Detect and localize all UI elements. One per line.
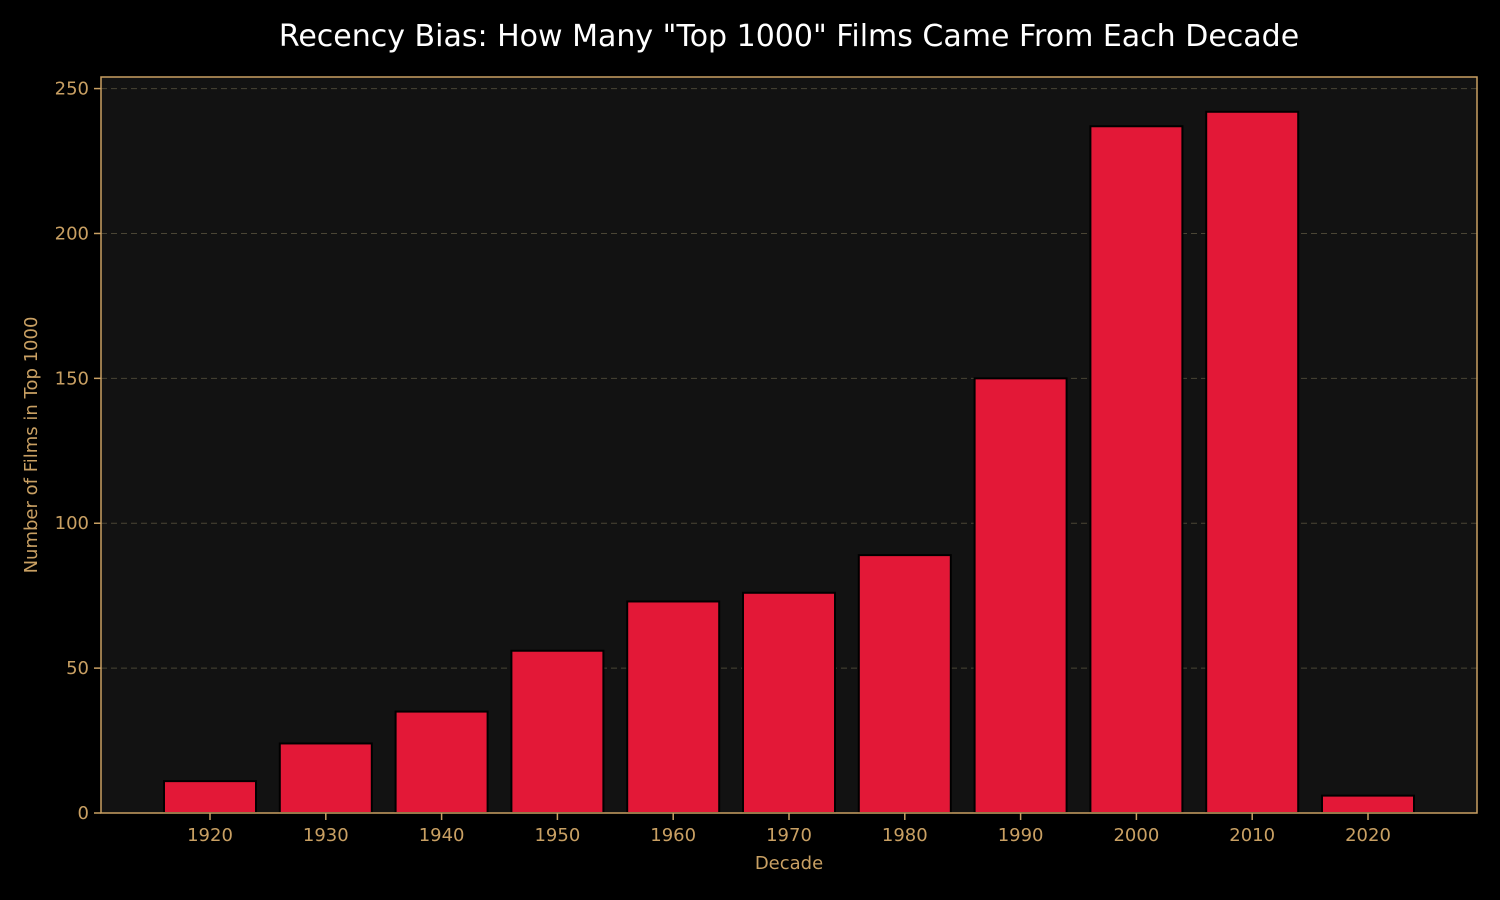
bar-1970 bbox=[742, 591, 836, 815]
bar-1930 bbox=[278, 742, 373, 814]
x-tick-label: 1980 bbox=[882, 825, 928, 846]
y-tick-label: 50 bbox=[66, 658, 89, 679]
y-tick-label: 250 bbox=[55, 79, 89, 100]
bar-1920 bbox=[163, 780, 257, 814]
x-tick-label: 2020 bbox=[1345, 825, 1391, 846]
bar-1990 bbox=[973, 377, 1068, 814]
bar-2020 bbox=[1321, 794, 1415, 815]
bar-2000 bbox=[1089, 125, 1184, 815]
x-tick-label: 1920 bbox=[187, 825, 233, 846]
bar-1960 bbox=[626, 600, 721, 814]
x-tick-label: 1990 bbox=[998, 825, 1044, 846]
bar-1940 bbox=[394, 710, 489, 815]
x-tick-label: 1960 bbox=[650, 825, 696, 846]
x-tick-label: 1950 bbox=[534, 825, 580, 846]
x-tick-label: 2010 bbox=[1229, 825, 1275, 846]
bar-2010 bbox=[1205, 110, 1300, 814]
bars bbox=[163, 110, 1415, 815]
x-axis-label: Decade bbox=[755, 853, 823, 874]
x-tick-label: 1940 bbox=[419, 825, 465, 846]
y-axis-ticks: 0 50 100 150 200 250 bbox=[55, 79, 101, 824]
y-axis-label: Number of Films in Top 1000 bbox=[21, 317, 42, 574]
y-tick-label: 0 bbox=[78, 803, 89, 824]
x-tick-label: 1930 bbox=[303, 825, 349, 846]
y-tick-label: 150 bbox=[55, 368, 89, 389]
bar-1950 bbox=[510, 649, 605, 815]
x-tick-label: 1970 bbox=[766, 825, 812, 846]
x-tick-label: 2000 bbox=[1113, 825, 1159, 846]
y-tick-label: 200 bbox=[55, 223, 89, 244]
chart-title: Recency Bias: How Many "Top 1000" Films … bbox=[279, 19, 1299, 54]
y-tick-label: 100 bbox=[55, 513, 89, 534]
x-axis-ticks: 1920 1930 1940 1950 1960 1970 1980 1990 2000 2010… bbox=[187, 813, 1391, 846]
bar-1980 bbox=[857, 554, 952, 814]
